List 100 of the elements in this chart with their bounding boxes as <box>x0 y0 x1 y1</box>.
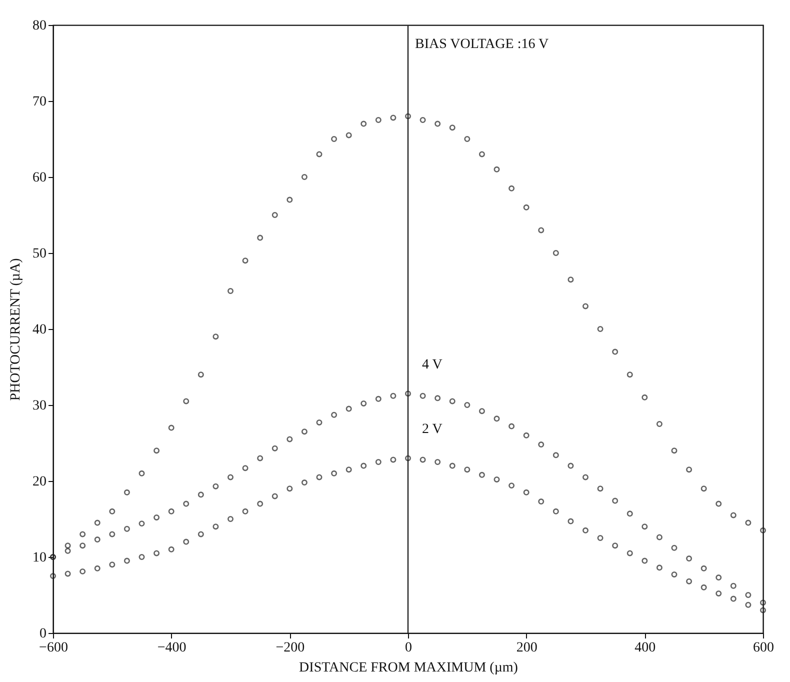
point <box>154 550 160 556</box>
point <box>331 136 338 142</box>
point <box>346 406 352 412</box>
point <box>552 508 559 514</box>
point <box>626 372 633 378</box>
point <box>464 136 470 142</box>
point <box>168 424 174 431</box>
y-tick-label: 30 <box>32 398 46 414</box>
point <box>686 578 692 584</box>
point <box>228 288 234 294</box>
x-axis-title: DISTANCE FROM MAXIMUM (µm) <box>299 660 518 676</box>
point <box>198 531 204 538</box>
point <box>730 596 736 602</box>
point <box>700 486 707 492</box>
point <box>420 456 426 463</box>
point <box>730 512 736 518</box>
point <box>286 196 293 203</box>
point <box>405 113 411 120</box>
point <box>538 227 544 234</box>
point <box>80 542 86 549</box>
x-tick-label: 400 <box>634 640 656 656</box>
point <box>656 421 662 427</box>
point <box>494 476 500 482</box>
point <box>434 120 441 127</box>
point <box>360 120 367 127</box>
point <box>390 456 396 463</box>
point <box>745 520 752 526</box>
x-tick-label: −600 <box>39 640 68 656</box>
point <box>508 185 515 192</box>
point <box>228 474 234 480</box>
point <box>390 114 396 121</box>
point <box>716 590 722 596</box>
point <box>124 558 130 564</box>
point <box>212 524 219 530</box>
point <box>582 527 588 534</box>
point <box>700 584 707 590</box>
point <box>612 348 618 355</box>
point <box>656 534 662 540</box>
point <box>538 498 544 505</box>
point <box>257 234 264 241</box>
point <box>405 455 411 462</box>
point <box>212 334 219 340</box>
point <box>331 470 338 476</box>
point <box>449 124 456 131</box>
y-tick-label: 0 <box>40 626 46 642</box>
point <box>671 571 678 578</box>
point <box>760 607 766 614</box>
y-tick-label: 10 <box>32 550 46 566</box>
point <box>64 548 71 554</box>
point <box>508 482 515 489</box>
point <box>568 462 574 469</box>
point <box>582 303 588 310</box>
point <box>301 174 308 180</box>
x-tick-label: 0 <box>405 640 412 656</box>
point <box>656 564 662 571</box>
point <box>301 428 308 435</box>
point <box>183 398 190 404</box>
point <box>434 395 441 402</box>
point <box>331 412 338 418</box>
point <box>257 500 264 507</box>
point <box>316 419 322 426</box>
point <box>568 276 574 283</box>
point <box>272 493 278 500</box>
x-tick-label: 600 <box>753 640 774 656</box>
point <box>552 250 559 256</box>
point <box>464 402 470 408</box>
point <box>568 518 574 524</box>
y-tick-label: 60 <box>32 170 46 186</box>
point <box>523 204 530 210</box>
point <box>109 562 116 568</box>
point <box>700 565 707 572</box>
point <box>242 508 248 514</box>
point <box>642 524 648 530</box>
point <box>686 556 692 562</box>
point <box>478 408 485 414</box>
point <box>242 258 248 264</box>
point <box>508 423 515 430</box>
point <box>597 326 604 332</box>
point <box>360 462 367 469</box>
point <box>686 466 692 473</box>
point <box>552 452 559 458</box>
point <box>760 600 766 606</box>
point <box>198 492 204 498</box>
series-label: 4 V <box>422 358 442 373</box>
y-tick-label: 80 <box>32 18 46 34</box>
point <box>478 151 485 158</box>
point <box>80 568 86 574</box>
point <box>138 520 145 527</box>
point <box>671 544 678 551</box>
series-label: 2 V <box>422 422 442 438</box>
point <box>228 516 234 522</box>
point <box>642 394 648 400</box>
point <box>64 542 71 549</box>
point <box>434 459 441 465</box>
point <box>346 466 352 473</box>
x-tick-label: −400 <box>157 640 186 656</box>
point <box>286 436 293 442</box>
point <box>716 500 722 507</box>
x-tick-label: −200 <box>276 640 305 656</box>
point <box>745 602 752 608</box>
